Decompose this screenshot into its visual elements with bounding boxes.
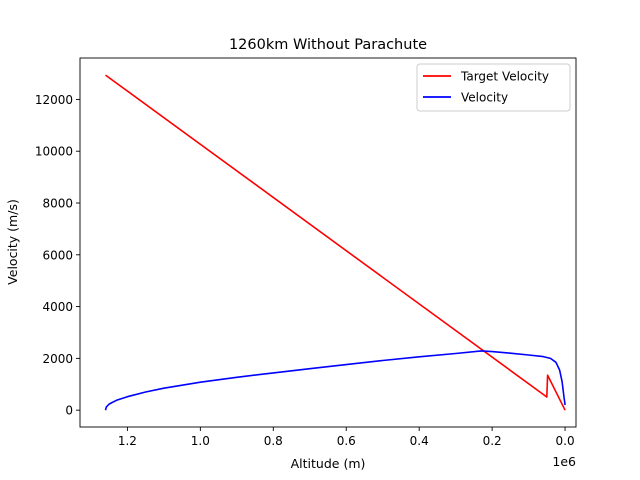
legend-box: [416, 63, 571, 112]
x-tick-label: 1.0: [191, 434, 210, 448]
series-line-target-velocity: [105, 74, 566, 411]
x-axis-ticks: 1.2 1.0 0.8 0.6 0.4 0.2 0.0: [118, 427, 575, 448]
x-axis-label: Altitude (m): [291, 456, 366, 471]
y-axis-label: Velocity (m/s): [5, 199, 20, 285]
y-tick-label: 6000: [42, 248, 73, 262]
y-tick-label: 10000: [35, 145, 73, 159]
series-line-velocity: [104, 350, 566, 411]
chart-title: 1260km Without Parachute: [229, 37, 427, 53]
y-tick-label: 12000: [35, 93, 73, 107]
x-tick-label: 0.0: [556, 434, 575, 448]
y-tick-label: 0: [65, 404, 73, 418]
y-tick-label: 4000: [42, 300, 73, 314]
y-tick-label: 2000: [42, 352, 73, 366]
y-axis-ticks: 0 2000 4000 6000 8000 10000 12000: [35, 93, 80, 418]
legend-label: Target Velocity: [460, 70, 549, 84]
y-tick-label: 8000: [42, 197, 73, 211]
x-tick-label: 0.6: [337, 434, 356, 448]
legend-label: Velocity: [461, 91, 508, 105]
x-tick-label: 0.2: [483, 434, 502, 448]
x-tick-label: 0.8: [264, 434, 283, 448]
series-layer: [104, 74, 566, 411]
x-axis-offset-label: 1e6: [552, 454, 576, 469]
legend: Target Velocity Velocity: [416, 63, 571, 112]
x-tick-label: 1.2: [118, 434, 137, 448]
x-tick-label: 0.4: [410, 434, 429, 448]
plot-frame: [79, 57, 577, 428]
